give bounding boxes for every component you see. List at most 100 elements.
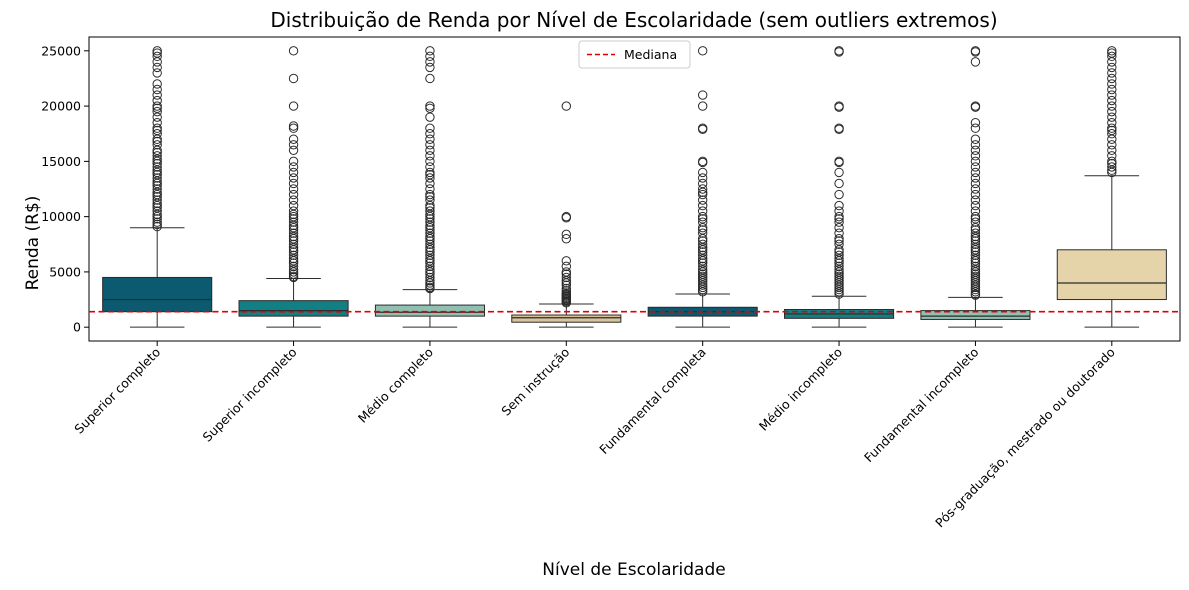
- outlier-point: [834, 47, 844, 57]
- outlier-point: [970, 239, 981, 249]
- outlier-point: [425, 209, 435, 220]
- outlier-point: [288, 206, 299, 216]
- outlier-point: [425, 253, 435, 264]
- outlier-point: [152, 117, 162, 128]
- outlier-point: [970, 57, 981, 67]
- outlier-point: [425, 112, 435, 122]
- outlier-point: [697, 101, 708, 111]
- outlier-point: [697, 200, 708, 211]
- outlier-point: [288, 167, 299, 178]
- outlier-point: [288, 123, 299, 133]
- outlier-point: [1107, 51, 1117, 62]
- outlier-point: [697, 250, 708, 261]
- outlier-point: [970, 134, 981, 144]
- outlier-point: [1107, 46, 1117, 56]
- outlier-point: [970, 184, 981, 194]
- outlier-point: [834, 211, 844, 222]
- outlier-point: [425, 51, 435, 62]
- outlier-point: [152, 101, 162, 111]
- outlier-point: [288, 173, 299, 183]
- x-tick-label: Superior incompleto: [200, 345, 300, 445]
- outlier-point: [152, 221, 162, 232]
- outlier-point: [152, 68, 162, 78]
- outlier-point: [425, 134, 435, 144]
- outlier-point: [152, 112, 162, 122]
- outlier-point: [425, 162, 435, 172]
- box-iqr: [238, 300, 349, 317]
- outlier-point: [288, 228, 299, 238]
- outlier-point: [425, 156, 435, 167]
- outlier-point: [425, 103, 435, 114]
- outlier-point: [970, 206, 981, 216]
- outlier-point: [425, 178, 435, 189]
- outlier-point: [834, 228, 844, 238]
- x-tick-label: Médio completo: [355, 345, 436, 426]
- outlier-point: [697, 124, 708, 135]
- outlier-point: [970, 140, 981, 150]
- chart-title: Distribuição de Renda por Nível de Escol…: [270, 8, 997, 32]
- outlier-point: [834, 178, 844, 189]
- outlier-point: [288, 73, 299, 84]
- outlier-point: [834, 206, 844, 216]
- outlier-point: [425, 173, 435, 183]
- outlier-point: [561, 234, 572, 244]
- outlier-point: [834, 200, 844, 211]
- outlier-point: [288, 231, 299, 242]
- outlier-point: [834, 287, 844, 297]
- outlier-point: [970, 189, 981, 200]
- outlier-point: [288, 239, 299, 249]
- outlier-point: [834, 253, 844, 264]
- box-iqr: [374, 304, 485, 317]
- outlier-point: [288, 178, 299, 189]
- outlier-point: [1107, 62, 1117, 73]
- outlier-point: [1107, 73, 1117, 84]
- outlier-point: [152, 206, 162, 216]
- outlier-point: [834, 289, 844, 299]
- outlier-point: [152, 211, 162, 222]
- outlier-point: [697, 239, 708, 249]
- outlier-point: [970, 173, 981, 183]
- outlier-point: [152, 79, 162, 89]
- outlier-point: [1107, 79, 1117, 89]
- plot-frame: [88, 36, 1181, 342]
- outlier-point: [697, 284, 708, 295]
- outlier-point: [697, 189, 708, 200]
- outlier-point: [561, 298, 572, 308]
- outlier-point: [425, 101, 435, 111]
- outlier-point: [425, 283, 435, 294]
- outlier-point: [834, 284, 844, 295]
- outlier-point: [561, 261, 572, 272]
- outlier-point: [152, 123, 162, 133]
- outlier-point: [697, 167, 708, 178]
- outlier-point: [425, 272, 435, 283]
- outlier-point: [970, 287, 981, 297]
- outlier-point: [1107, 123, 1117, 133]
- outlier-point: [425, 62, 435, 73]
- outlier-point: [970, 211, 981, 222]
- outlier-point: [152, 106, 162, 117]
- outlier-point: [697, 282, 708, 293]
- x-tick-label: Fundamental incompleto: [861, 345, 982, 466]
- outlier-point: [970, 102, 981, 112]
- outlier-point: [288, 250, 299, 261]
- legend-frame: [578, 40, 691, 69]
- y-tick-label: 25000: [41, 43, 81, 58]
- outlier-point: [561, 276, 572, 286]
- y-tick-label: 20000: [41, 99, 81, 114]
- outlier-point: [152, 176, 162, 186]
- outlier-point: [425, 189, 435, 200]
- outlier-point: [152, 140, 162, 150]
- outlier-point: [970, 151, 981, 161]
- outlier-point: [425, 57, 435, 67]
- outlier-point: [425, 220, 435, 231]
- outlier-point: [425, 46, 435, 56]
- outlier-point: [425, 250, 435, 261]
- outlier-point: [152, 165, 162, 175]
- outlier-point: [697, 217, 708, 227]
- outlier-point: [561, 213, 572, 223]
- outlier-point: [425, 73, 435, 84]
- outlier-point: [970, 47, 981, 57]
- outlier-point: [425, 206, 435, 216]
- outlier-point: [834, 282, 844, 293]
